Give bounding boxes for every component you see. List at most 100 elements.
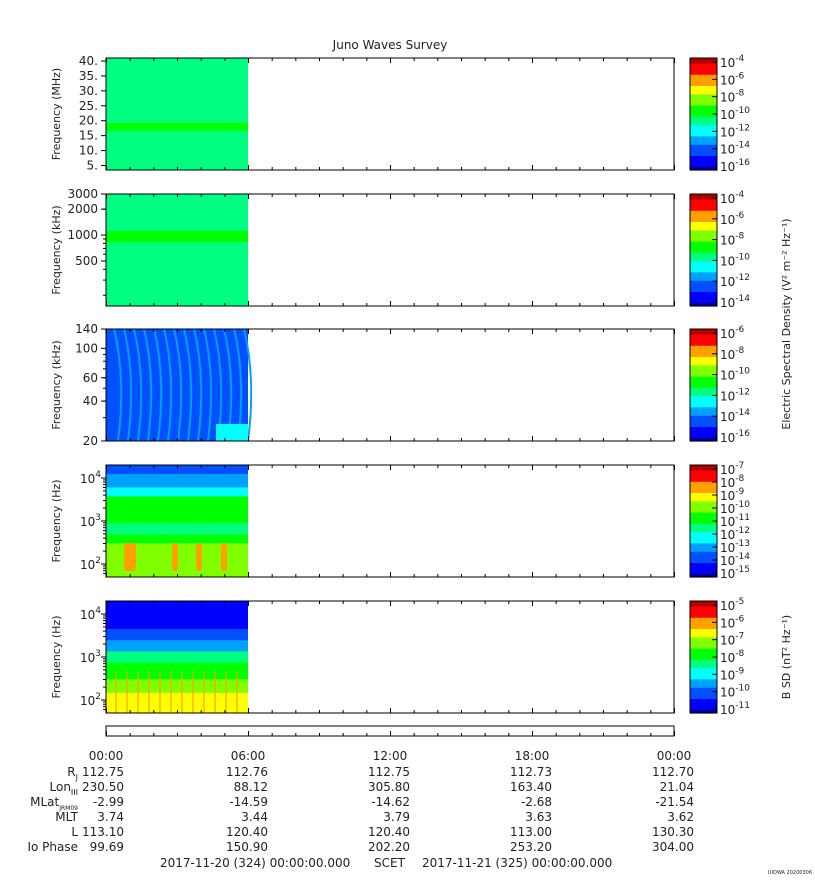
colorbar-tick-label: 10-11 [720,701,750,717]
colorbar-swatch [690,509,717,514]
emission-burst [221,543,227,571]
colorbar-swatch [690,58,717,62]
colorbar-swatch [690,690,717,694]
colorbar-swatch [690,147,717,151]
time-tick-label: 18:00 [515,749,550,763]
y-axis-label: Frequency (MHz) [50,68,63,160]
spectrogram-band [106,130,248,171]
ephemeris-value: 120.40 [368,825,410,839]
y-tick-label: 500 [75,254,98,268]
colorbar-swatch [690,427,717,431]
colorbar-swatch [690,210,717,215]
colorbar-tick-label: 10-5 [720,597,744,613]
colorbar-swatch [690,66,717,70]
colorbar-swatch [690,429,717,434]
ephemeris-row-label: L [71,825,78,839]
colorbar-swatch [690,385,717,389]
colorbar-swatch [690,481,717,486]
colorbar-swatch [690,487,717,491]
colorbar-swatch [690,554,717,558]
colorbar-swatch [690,102,717,107]
colorbar-tick-label: 10-10 [720,684,750,700]
spectrogram-3 [106,328,253,442]
emission-streak [173,328,183,442]
spectrogram-band [106,122,248,132]
spectrogram-band [106,487,248,497]
colorbar-swatch [690,142,717,146]
y-tick-label: 25. [79,99,98,113]
colorbar-swatch [690,340,717,344]
colorbar-swatch [690,258,717,262]
colorbar-swatch [690,261,717,265]
colorbar-swatch [690,543,717,547]
spectrogram-1 [106,58,248,171]
colorbar-swatch [690,359,717,364]
plot-stamp: UIOWA 20200306 [768,870,812,876]
colorbar-swatch [690,671,717,675]
colorbar-tick-label: 10-14 [720,408,750,424]
colorbar-swatch [690,329,717,333]
ephemeris-row-label: LonIII [50,780,79,797]
colorbar-swatch [690,465,717,469]
colorbar-swatch [690,80,717,84]
colorbar-3: 10-6 10-8 10-10 10-12 10-14 10-16 [689,325,750,445]
colorbar-swatch [690,139,717,143]
colorbar-swatch [690,272,717,276]
colorbar-tick-label: 10-6 [720,325,745,341]
colorbar-swatch [690,269,717,273]
colorbar-swatch [690,337,717,341]
colorbar-swatch [690,74,717,79]
colorbar-swatch [690,233,717,237]
time-tick-label: 00:00 [657,749,692,763]
colorbar-swatch [690,654,717,658]
panel-1: 5.10.15.20.25.30.35.40. Frequency (MHz) 10… [50,54,750,174]
colorbar-swatch [690,266,717,271]
colorbar-swatch [690,164,717,168]
colorbar-swatch [690,100,717,104]
colorbar-swatch [690,629,717,633]
colorbar-swatch [690,153,717,157]
y-tick-label: 104 [80,470,101,486]
colorbar-swatch [690,119,717,123]
spectrogram-band [106,230,248,243]
colorbar-swatch [690,668,717,672]
time-tick-label: 12:00 [373,749,408,763]
colorbar-swatch [690,643,717,647]
colorbar-swatch [690,493,717,497]
colorbar-swatch [690,568,717,572]
ephemeris-value: 150.90 [226,840,268,854]
scet-label: SCET [374,856,406,870]
colorbar-swatch [690,275,717,279]
y-tick-label: 40 [83,394,98,408]
colorbar-swatch [690,399,717,403]
colorbar-swatch [690,704,717,708]
colorbar-swatch [690,77,717,81]
colorbar-swatch [690,144,717,149]
colorbar-swatch [690,343,717,347]
y-tick-label: 30. [79,84,98,98]
y-axis-label: Frequency (Hz) [50,616,63,699]
colorbar-swatch [690,219,717,223]
colorbar-tick-label: 10-6 [720,211,745,227]
colorbar-tick-label: 10-6 [720,71,745,87]
spectrogram-band [106,692,248,705]
ephemeris-value: 112.76 [226,765,268,779]
colorbar-swatch [690,122,717,126]
colorbar-swatch [690,662,717,666]
y-tick-label: 20 [83,434,98,448]
ephemeris-value: 112.75 [368,765,410,779]
colorbar-swatch [690,255,717,259]
spectrogram-2 [106,194,248,307]
colorbar-swatch [690,679,717,683]
colorbar-swatch [690,435,717,439]
colorbar-swatch [690,371,717,375]
colorbar-swatch [690,479,717,483]
spectrogram-band [106,662,248,680]
ephemeris-value: 3.74 [97,810,124,824]
y-tick-label: 10. [79,144,98,158]
y-tick-label: 40. [79,54,98,68]
colorbar-swatch [690,396,717,400]
ephemeris-row-label: RJ [67,765,78,782]
y-tick-label: 60 [83,371,98,385]
